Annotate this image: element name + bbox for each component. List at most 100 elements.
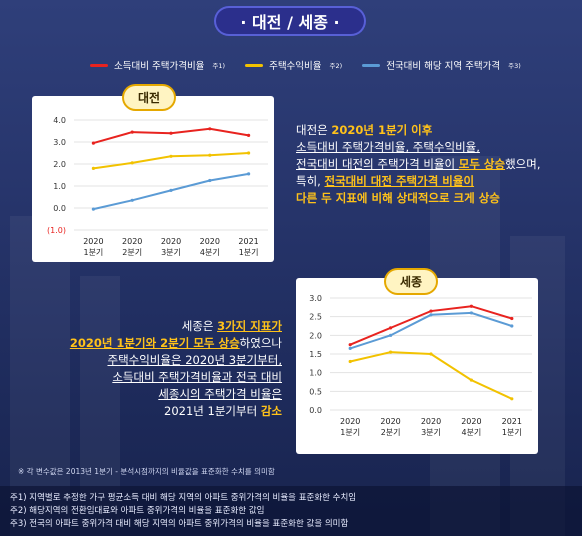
y-tick-label: 3.0 xyxy=(309,294,322,303)
daejeon-text-segment: 대전은 xyxy=(296,123,332,137)
legend-item: 주택수익비율 주2) xyxy=(245,58,342,72)
series-line xyxy=(93,127,249,145)
legend-swatch-red xyxy=(90,63,108,67)
data-point xyxy=(169,188,173,192)
x-tick-label: 4분기 xyxy=(461,428,481,437)
notes-box: 주1) 지역별로 추정한 가구 평균소득 대비 해당 지역의 아파트 중위가격의… xyxy=(0,486,582,536)
legend-note: 주3) xyxy=(508,62,521,70)
data-point xyxy=(247,172,251,176)
sejong-line: 2020년 1분기와 2분기 모두 상승하였으나 xyxy=(20,335,282,352)
data-point xyxy=(348,346,352,350)
building-silhouette xyxy=(10,216,70,536)
x-tick-label: 3분기 xyxy=(161,248,181,257)
sejong-text-segment: 주택수익비율은 2020년 3분기부터, xyxy=(107,353,282,367)
legend-item: 전국대비 해당 지역 주택가격 주3) xyxy=(362,58,521,72)
footnote: ※ 각 변수값은 2013년 1분기 - 분석시점까지의 비율값을 표준화한 수… xyxy=(18,467,275,476)
x-tick-label: 2021 xyxy=(238,237,258,246)
sejong-text-segment: 세종은 xyxy=(181,319,218,333)
data-point xyxy=(469,378,473,382)
data-point xyxy=(208,127,212,131)
data-point xyxy=(510,316,514,321)
data-point xyxy=(510,397,514,401)
y-tick-label: 4.0 xyxy=(53,116,66,125)
x-tick-label: 2분기 xyxy=(122,248,142,257)
note-line: 주2) 해당지역의 전환임대료와 아파트 중위가격의 비율을 표준화한 값임 xyxy=(10,506,265,516)
sejong-description: 세종은 3가지 지표가 2020년 1분기와 2분기 모두 상승하였으나 주택수익비… xyxy=(20,318,282,420)
sejong-text-segment: 3가지 지표가 xyxy=(217,319,282,333)
data-point xyxy=(389,350,393,354)
legend-swatch-yellow xyxy=(245,63,264,67)
legend-label: 소득대비 주택가격비율 xyxy=(114,61,205,72)
data-point xyxy=(429,313,433,317)
data-point xyxy=(389,326,393,330)
y-tick-label: 2.5 xyxy=(309,313,322,322)
daejeon-text-segment: 했으며, xyxy=(505,157,541,171)
x-tick-label: 2020 xyxy=(380,417,400,426)
sejong-text-segment: 2021년 1분기부터 xyxy=(164,404,261,418)
sejong-line: 세종은 3가지 지표가 xyxy=(20,318,282,335)
daejeon-chart-panel: 4.0 3.0 2.0 1.0 0.0 (1.0) 2020 1분기 2020 2분기 2020 3분… xyxy=(32,96,274,262)
sejong-text-segment: 세종시의 주택가격 비율은 xyxy=(158,387,282,401)
data-point xyxy=(429,352,433,356)
data-point xyxy=(348,343,352,347)
legend-swatch-blue xyxy=(362,63,381,67)
y-tick-label: (1.0) xyxy=(47,226,66,235)
data-point xyxy=(469,304,473,308)
y-tick-label: 1.0 xyxy=(53,182,66,191)
daejeon-description: 대전은 2020년 1분기 이후 소득대비 주택가격비율, 주택수익비율, 전국대비… xyxy=(296,122,576,207)
daejeon-text-segment: 모두 상승 xyxy=(458,157,506,171)
x-tick-label: 4분기 xyxy=(200,248,220,257)
daejeon-line: 특히, 전국대비 대전 주택가격 비율이 xyxy=(296,173,576,190)
data-point xyxy=(510,324,514,328)
sejong-chart-panel: 3.0 2.5 2.0 1.5 1.0 0.5 0.0 2020 1분기 2020 2분기 2020 3… xyxy=(296,278,538,454)
sejong-text-segment: 감소 xyxy=(260,404,282,418)
daejeon-line: 대전은 2020년 1분기 이후 xyxy=(296,122,576,139)
sejong-text-segment: 2020년 1분기와 2분기 모두 상승 xyxy=(69,336,240,350)
data-point xyxy=(169,131,173,135)
sejong-tag: 세종 xyxy=(384,268,439,295)
data-point xyxy=(389,333,393,337)
daejeon-text-segment: 다른 두 지표에 비해 상대적으로 크게 상승 xyxy=(296,191,500,205)
daejeon-line: 소득대비 주택가격비율, 주택수익비율, xyxy=(296,139,576,156)
data-point xyxy=(169,154,173,158)
series-line xyxy=(349,311,513,350)
y-tick-label: 2.0 xyxy=(309,331,322,340)
daejeon-text-segment: 전국대비 대전의 주택가격 비율이 xyxy=(296,157,459,171)
sejong-line: 세종시의 주택가격 비율은 xyxy=(20,386,282,403)
sejong-line-chart: 3.0 2.5 2.0 1.5 1.0 0.5 0.0 2020 1분기 2020 2분기 2020 3… xyxy=(309,294,532,437)
daejeon-line: 다른 두 지표에 비해 상대적으로 크게 상승 xyxy=(296,190,576,207)
sejong-line: 주택수익비율은 2020년 3분기부터, xyxy=(20,352,282,369)
x-tick-label: 1분기 xyxy=(239,248,259,257)
sejong-line: 2021년 1분기부터 감소 xyxy=(20,403,282,420)
legend-note: 주2) xyxy=(329,62,343,70)
data-point xyxy=(429,309,433,313)
sejong-text-segment: 하였으나 xyxy=(239,336,282,350)
x-tick-label: 1분기 xyxy=(340,428,360,437)
x-tick-label: 2020 xyxy=(122,237,142,246)
y-tick-label: 3.0 xyxy=(53,138,66,147)
y-tick-label: 0.0 xyxy=(309,406,322,415)
x-tick-label: 2020 xyxy=(421,417,441,426)
legend-label: 주택수익비율 xyxy=(269,61,322,72)
sejong-line: 소득대비 주택가격비율과 전국 대비 xyxy=(20,369,282,386)
x-tick-label: 2020 xyxy=(461,417,481,426)
daejeon-text-segment: 전국대비 대전 주택가격 비율이 xyxy=(324,174,475,188)
page-title: · 대전 / 세종 · xyxy=(214,6,366,36)
y-tick-label: 0.5 xyxy=(309,387,322,396)
x-tick-label: 2020 xyxy=(340,417,360,426)
daejeon-text-segment: 소득대비 주택가격비율, 주택수익비율, xyxy=(296,140,480,154)
data-point xyxy=(91,141,95,145)
y-tick-label: 2.0 xyxy=(53,160,66,169)
chart-legend: 소득대비 주택가격비율 주1) 주택수익비율 주2) 전국대비 해당 지역 주택… xyxy=(90,58,521,72)
data-point xyxy=(247,133,251,137)
daejeon-line-chart: 4.0 3.0 2.0 1.0 0.0 (1.0) 2020 1분기 2020 2분기 2020 3분… xyxy=(47,116,268,257)
daejeon-text-segment: 특히, xyxy=(296,174,325,188)
x-tick-label: 1분기 xyxy=(502,428,522,437)
data-point xyxy=(247,151,251,155)
x-tick-label: 3분기 xyxy=(421,428,441,437)
y-tick-label: 1.0 xyxy=(309,369,322,378)
data-point xyxy=(91,166,95,170)
x-tick-label: 2020 xyxy=(200,237,220,246)
x-tick-label: 1분기 xyxy=(83,248,103,257)
